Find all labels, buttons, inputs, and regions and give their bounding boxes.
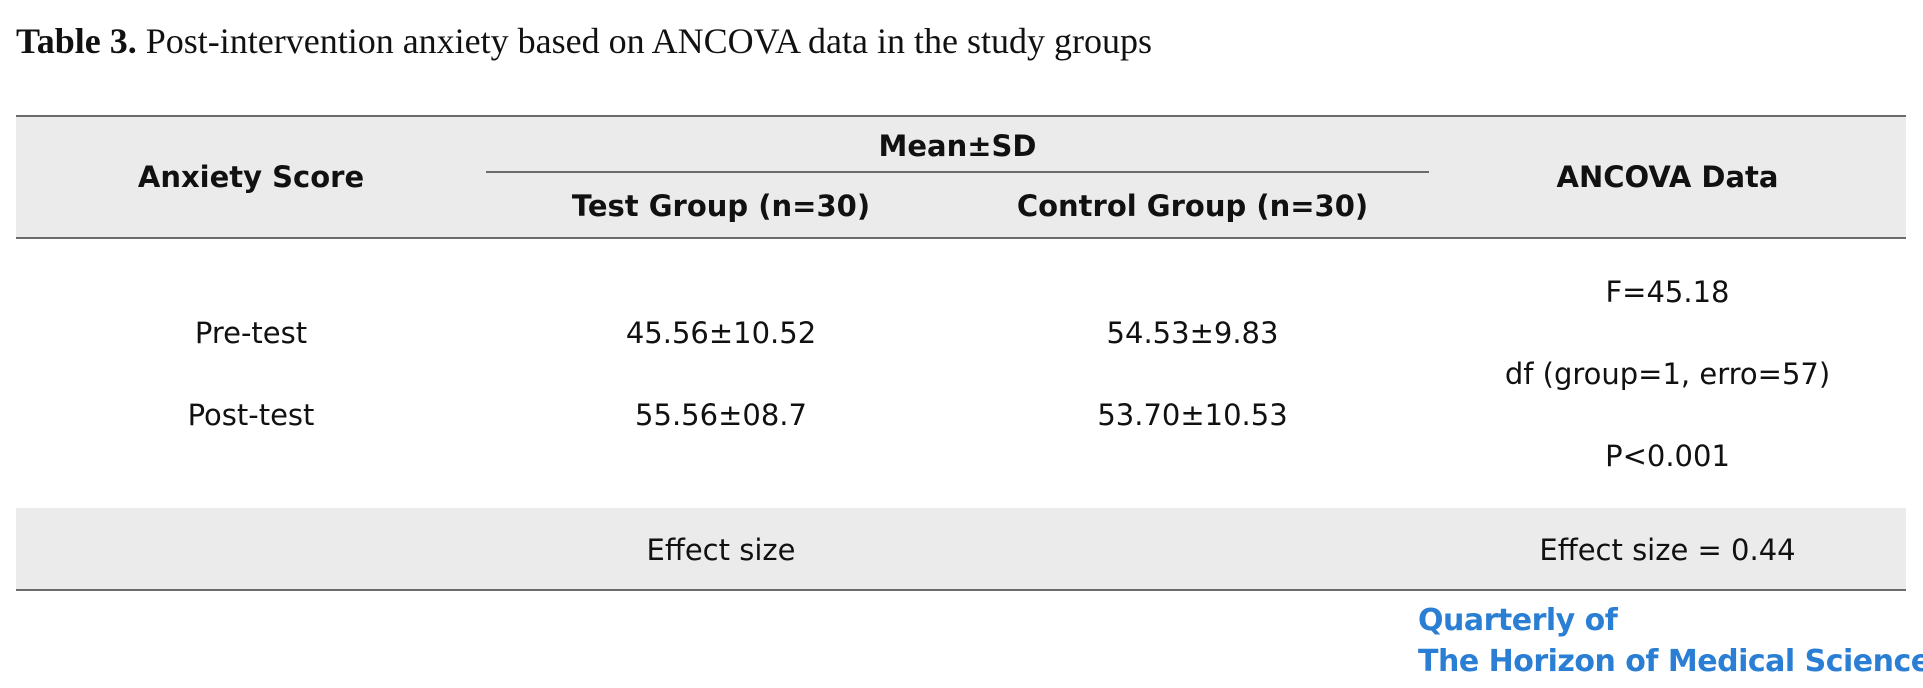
top-rule	[16, 115, 1906, 117]
ancova-f-value: F=45.18	[1605, 275, 1730, 309]
header-ancova-data: ANCOVA Data	[1556, 160, 1779, 194]
pre-test-control-value: 54.53±9.83	[1106, 316, 1279, 350]
bottom-rule	[16, 589, 1906, 591]
effect-size-value: Effect size = 0.44	[1539, 533, 1796, 567]
header-control-group: Control Group (n=30)	[1016, 189, 1369, 223]
pre-test-test-value: 45.56±10.52	[625, 316, 817, 350]
row-label-pre-test: Pre-test	[194, 316, 308, 350]
group-header-rule	[486, 171, 1429, 173]
table-header-background	[16, 115, 1906, 238]
table-number: Table 3.	[16, 21, 137, 61]
table-title: Post-intervention anxiety based on ANCOV…	[145, 21, 1152, 61]
logo-line-2: The Horizon of Medical Sciences	[1418, 644, 1923, 679]
table-footer-background	[16, 508, 1906, 589]
row-label-post-test: Post-test	[187, 398, 315, 432]
header-mean-sd: Mean±SD	[878, 129, 1037, 163]
ancova-p-value: P<0.001	[1605, 439, 1730, 473]
effect-size-label: Effect size	[646, 533, 796, 567]
header-test-group: Test Group (n=30)	[571, 189, 871, 223]
header-bottom-rule	[16, 237, 1906, 239]
post-test-test-value: 55.56±08.7	[635, 398, 807, 432]
logo-line-1: Quarterly of	[1418, 603, 1618, 638]
header-anxiety-score: Anxiety Score	[137, 160, 365, 194]
post-test-control-value: 53.70±10.53	[1097, 398, 1288, 432]
table-caption: Table 3. Post-intervention anxiety based…	[16, 20, 1152, 62]
ancova-df-value: df (group=1, erro=57)	[1504, 357, 1831, 391]
journal-logo: Quarterly of The Horizon of Medical Scie…	[1418, 600, 1923, 682]
